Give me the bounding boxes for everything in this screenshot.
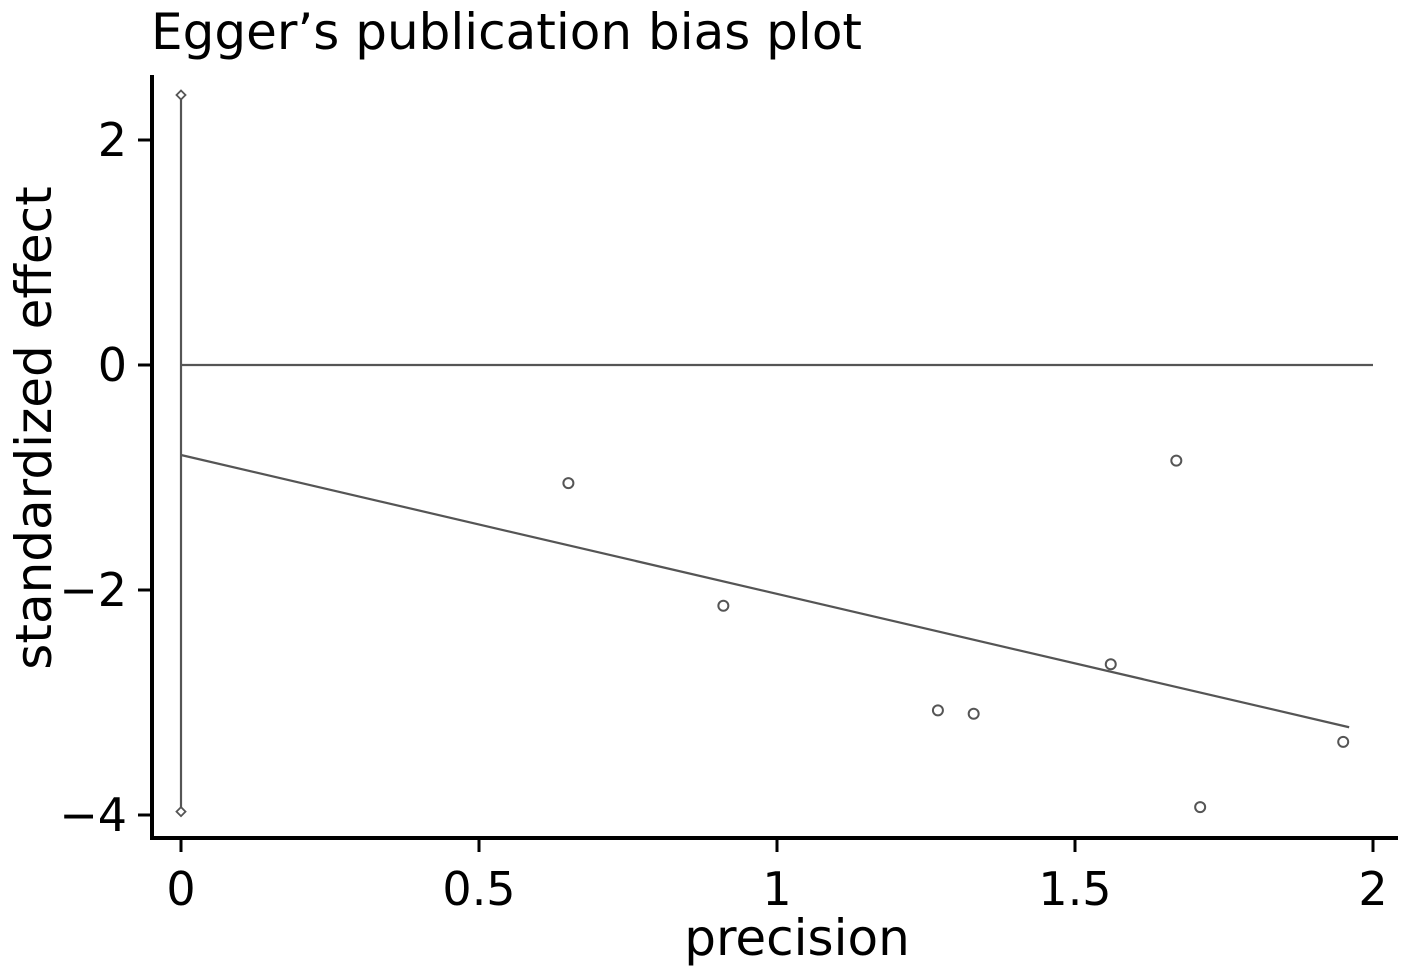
y-tick-label: 0 xyxy=(98,338,127,392)
axes: 0 0.5 1 1.5 2 −4 −2 0 2 xyxy=(59,75,1398,916)
x-tick-label: 0 xyxy=(166,862,195,916)
x-tick-label: 0.5 xyxy=(442,862,515,916)
interval-end-diamond xyxy=(175,805,187,818)
interval-end-diamond xyxy=(175,89,187,101)
data-point xyxy=(562,477,575,490)
data-point xyxy=(1104,658,1117,671)
x-tick-label: 2 xyxy=(1358,862,1387,916)
x-axis-title: precision xyxy=(684,909,910,967)
data-point xyxy=(1194,801,1207,814)
x-axis-ticks: 0 0.5 1 1.5 2 xyxy=(166,838,1388,916)
y-axis-title: standardized effect xyxy=(5,186,63,669)
data-point xyxy=(717,599,730,612)
plot-marks xyxy=(175,89,1373,818)
data-point xyxy=(1170,454,1183,467)
y-tick-label: 2 xyxy=(98,113,127,167)
x-tick-label: 1 xyxy=(762,862,791,916)
chart-title: Egger’s publication bias plot xyxy=(151,3,862,61)
x-tick-label: 1.5 xyxy=(1038,862,1111,916)
regression-line xyxy=(180,453,1350,729)
y-axis-ticks: −4 −2 0 2 xyxy=(59,113,152,842)
data-point xyxy=(1337,735,1350,748)
data-point xyxy=(967,707,980,720)
y-tick-label: −2 xyxy=(59,563,127,617)
data-point xyxy=(931,704,944,717)
y-tick-label: −4 xyxy=(59,788,127,842)
